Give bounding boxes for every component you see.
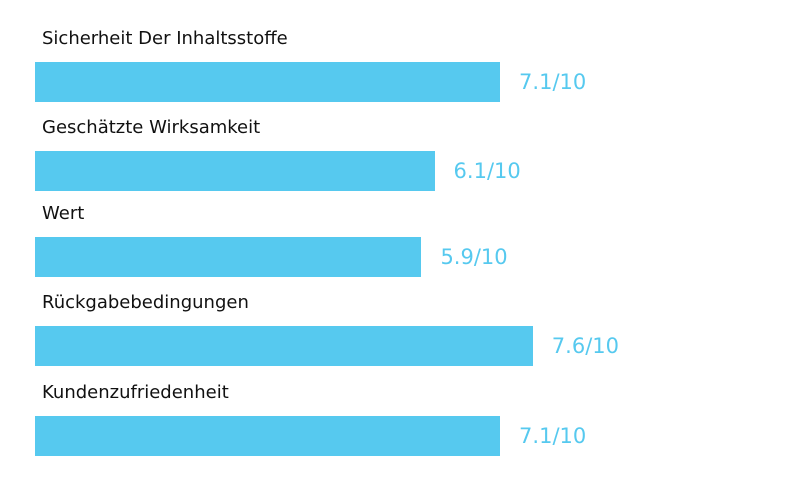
category-label: Rückgabebedingungen — [42, 292, 249, 313]
value-label: 7.6/10 — [551, 334, 619, 358]
value-label: 7.1/10 — [519, 70, 587, 94]
value-label: 6.1/10 — [453, 159, 521, 183]
bar — [35, 416, 501, 456]
bar — [35, 151, 435, 191]
bar — [35, 237, 422, 277]
bar — [35, 62, 501, 102]
category-label: Wert — [42, 203, 85, 224]
category-label: Kundenzufriedenheit — [42, 382, 229, 403]
bar — [35, 326, 533, 366]
value-label: 5.9/10 — [440, 245, 508, 269]
value-label: 7.1/10 — [519, 424, 587, 448]
category-label: Geschätzte Wirksamkeit — [42, 117, 261, 138]
category-label: Sicherheit Der Inhaltsstoffe — [42, 28, 288, 49]
